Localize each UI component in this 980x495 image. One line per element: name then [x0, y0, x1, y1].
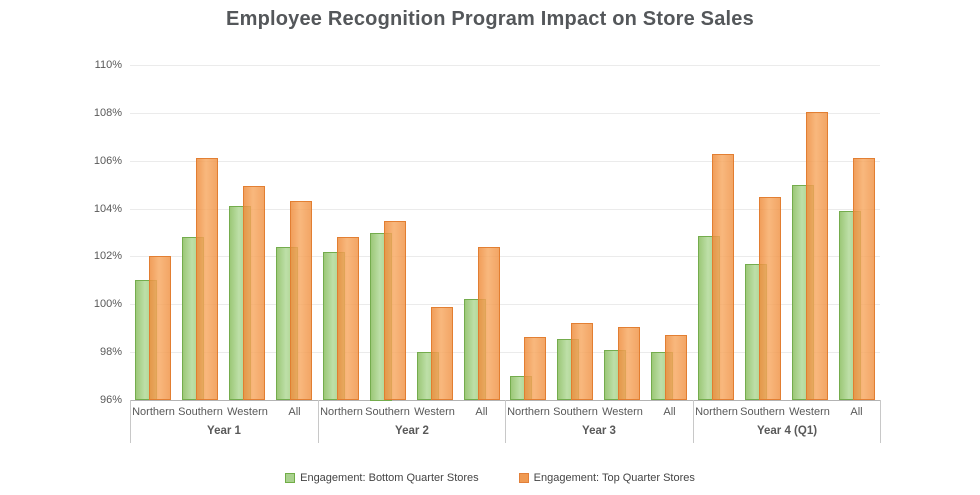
y-axis-label: 110% [94, 59, 122, 71]
bar [806, 112, 828, 400]
bar [149, 256, 171, 400]
bar [853, 158, 875, 400]
x-axis-category-label: All [663, 406, 676, 418]
legend-item: Engagement: Top Quarter Stores [518, 471, 695, 485]
bar [478, 247, 500, 400]
x-axis-category-label: All [475, 406, 488, 418]
x-axis-category-label: Northern [320, 406, 363, 418]
gridline [130, 256, 880, 257]
x-axis-category-label: Southern [553, 406, 598, 418]
gridline [130, 161, 880, 162]
gridline [130, 209, 880, 210]
axis-group-separator [130, 400, 131, 443]
gridline [130, 304, 880, 305]
x-axis-category-label: Western [227, 406, 268, 418]
y-axis-label: 96% [99, 394, 122, 406]
x-axis-group-label: Year 4 (Q1) [756, 425, 818, 437]
axis-group-separator [318, 400, 319, 443]
x-axis-group-label: Year 3 [582, 425, 616, 437]
x-axis-category-label: Western [602, 406, 643, 418]
chart-title: Employee Recognition Program Impact on S… [226, 8, 754, 30]
x-axis-category-label: Southern [740, 406, 785, 418]
bar [337, 237, 359, 400]
x-axis-group-label: Year 1 [207, 425, 241, 437]
gridline [130, 352, 880, 353]
x-axis-category-label: Southern [365, 406, 410, 418]
x-axis-category-label: Northern [695, 406, 738, 418]
bar [524, 337, 546, 400]
x-axis-category-label: Northern [132, 406, 175, 418]
gridline [130, 113, 880, 114]
x-axis-category-label: All [850, 406, 863, 418]
y-axis-label: 106% [93, 155, 122, 167]
x-axis-category-label: All [288, 406, 301, 418]
y-axis-label: 102% [93, 250, 122, 262]
axis-group-separator [505, 400, 506, 443]
x-axis-category-label: Southern [178, 406, 223, 418]
axis-group-separator [693, 400, 694, 443]
legend-item: Engagement: Bottom Quarter Stores [285, 471, 479, 485]
legend-marker [518, 473, 529, 483]
bar [196, 158, 218, 400]
legend: Engagement: Bottom Quarter Stores Engagem… [0, 471, 980, 485]
y-axis-label: 100% [93, 298, 122, 310]
bar [665, 335, 687, 400]
bar [290, 201, 312, 400]
y-axis-label: 104% [93, 203, 122, 215]
y-axis-label: 108% [93, 107, 122, 119]
legend-label: Engagement: Top Quarter Stores [533, 472, 695, 484]
bar [431, 307, 453, 400]
legend-marker [285, 473, 296, 483]
bar [618, 327, 640, 400]
x-axis-category-label: Western [789, 406, 830, 418]
legend-label: Engagement: Bottom Quarter Stores [300, 472, 479, 484]
x-axis-category-label: Western [414, 406, 455, 418]
axis-group-separator [880, 400, 881, 443]
x-axis-group-label: Year 2 [395, 425, 429, 437]
bar [243, 186, 265, 400]
gridline [130, 65, 880, 66]
x-axis-category-label: Northern [507, 406, 550, 418]
bar [759, 197, 781, 400]
y-axis-label: 98% [99, 346, 122, 358]
bar [384, 221, 406, 400]
bar [571, 323, 593, 400]
bar [712, 154, 734, 400]
